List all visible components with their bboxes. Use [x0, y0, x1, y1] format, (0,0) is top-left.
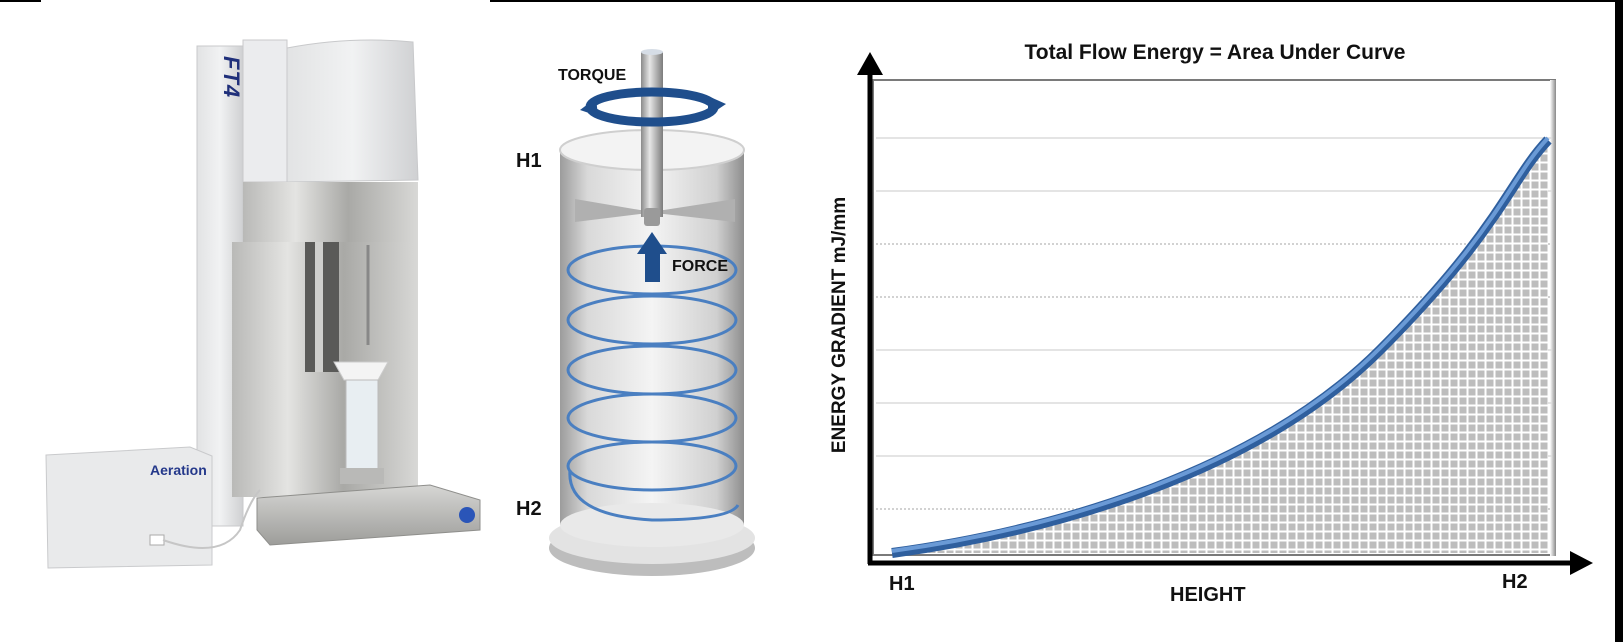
x-axis-start-label: H1 — [889, 573, 915, 595]
torque-label: TORQUE — [558, 67, 627, 84]
right-border — [1615, 0, 1623, 642]
top-border-left — [0, 0, 41, 2]
y-axis-label: ENERGY GRADIENT mJ/mm — [829, 196, 850, 454]
x-axis-end-label: H2 — [1502, 571, 1528, 593]
x-axis-label: HEIGHT — [1170, 584, 1246, 606]
force-label: FORCE — [672, 258, 728, 275]
h2-label: H2 — [516, 498, 542, 520]
top-border-right — [490, 0, 1623, 2]
h1-label: H1 — [516, 150, 542, 172]
chart-title: Total Flow Energy = Area Under Curve — [1024, 41, 1406, 64]
aeration-label: Aeration — [150, 462, 207, 478]
